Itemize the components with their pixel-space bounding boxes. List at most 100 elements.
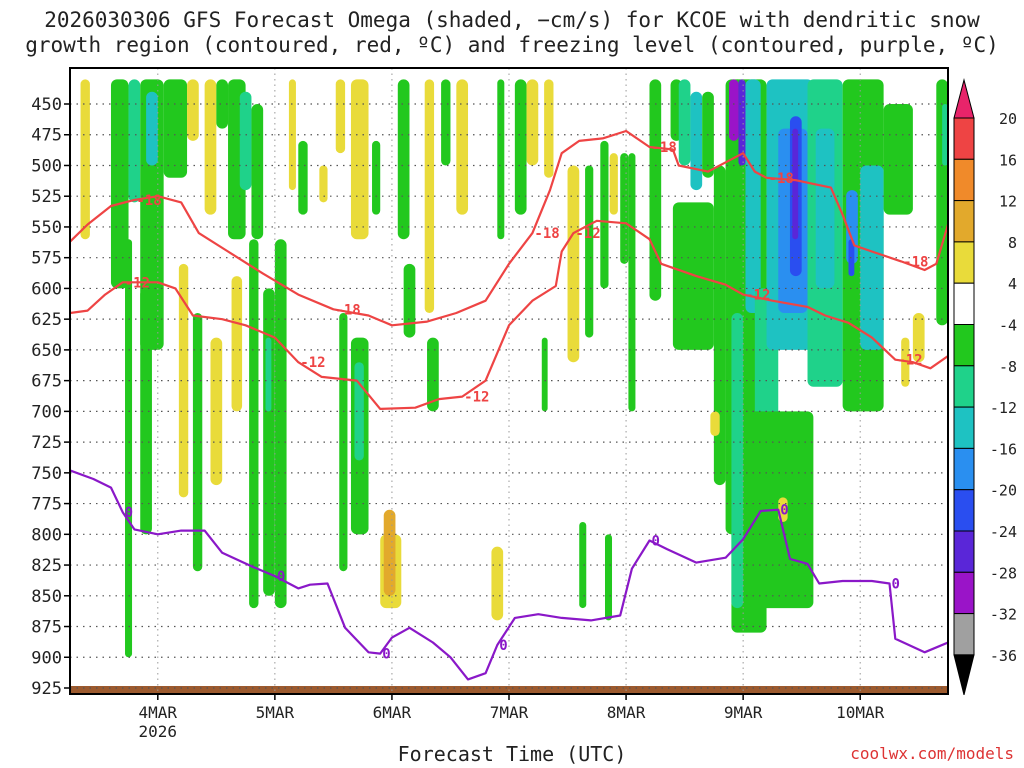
freezing-level-line (70, 469, 948, 681)
x-tick-label: 10MAR (836, 703, 885, 722)
colorbar-swatch (953, 158, 975, 202)
colorbar-label: 16 (999, 151, 1017, 169)
omega-patch-weak_up (178, 263, 189, 498)
omega-patch-weak_up (204, 79, 217, 215)
freezing-level-label: 0 (780, 503, 788, 519)
omega-patch-weak_up (350, 79, 369, 240)
y-tick-label: 575 (31, 249, 62, 269)
omega-patch-weak_down (604, 534, 613, 621)
x-tick-sublabel: 2026 (139, 722, 178, 741)
x-tick-label: 4MAR (139, 703, 178, 722)
colorbar-swatch (953, 530, 975, 573)
omega-patch-weak_down (125, 239, 133, 658)
omega-patch-mod_down (678, 79, 691, 166)
y-tick-label: 800 (31, 525, 62, 545)
omega-patch-weak_down (441, 79, 451, 166)
x-axis-label: Forecast Time (UTC) (397, 742, 627, 766)
isotherm-label: -12 (300, 355, 325, 371)
isotherm-label: -12 (745, 288, 770, 304)
isotherm-label: -12 (125, 275, 150, 291)
omega-patch-weak_up (710, 411, 720, 436)
omega-patch-weak_down (541, 337, 548, 412)
omega-patch-weak_down (620, 153, 629, 264)
colorbar-swatch (953, 324, 975, 367)
y-tick-label: 775 (31, 495, 62, 515)
omega-patch-weak_down (274, 239, 287, 609)
y-tick-label: 675 (31, 372, 62, 392)
omega-patch-weak_down (649, 79, 662, 301)
colorbar-swatch (953, 282, 975, 326)
omega-patch-weak_down (216, 79, 229, 129)
omega-patch-strong_down (146, 91, 158, 166)
y-tick-label: 700 (31, 402, 62, 422)
omega-patch-weak_up (544, 79, 554, 178)
omega-patch-weak_up (609, 153, 618, 215)
y-tick-label: 600 (31, 279, 62, 299)
colorbar-swatch (953, 447, 975, 491)
omega-patch-weak_up (424, 79, 435, 314)
freezing-level-label: 0 (382, 647, 390, 663)
freezing-level-label: 0 (499, 638, 507, 654)
isotherm-minus18-line (70, 129, 948, 327)
y-tick-label: 500 (31, 156, 62, 176)
colorbar-label: -12 (990, 399, 1017, 417)
omega-patch-mod_down (354, 362, 364, 461)
omega-patch-max_down (738, 79, 746, 166)
omega-patch-weak_down (600, 140, 609, 289)
omega-patch-peak_down (729, 79, 739, 141)
y-tick-label: 450 (31, 95, 62, 115)
colorbar-swatch (953, 406, 975, 449)
colorbar-label: -16 (990, 440, 1017, 458)
isotherm-label: -12 (464, 390, 489, 406)
omega-patch-strong_down (815, 128, 835, 289)
colorbar-label: 4 (1008, 275, 1017, 293)
isotherm-label: -18 (769, 171, 794, 187)
x-tick-label: 7MAR (490, 703, 529, 722)
chart-title-line-1: 2026030306 GFS Forecast Omega (shaded, −… (44, 8, 980, 32)
omega-patch-mod_down (239, 91, 252, 191)
y-tick-label: 825 (31, 556, 62, 576)
y-tick-label: 875 (31, 618, 62, 638)
omega-patch-weak_down (372, 140, 381, 215)
colorbar-top-arrow (953, 78, 975, 119)
y-tick-label: 850 (31, 587, 62, 607)
y-axis: 450 475 500 525 550 575 600 625 650 675 700 725 750 7… (31, 95, 70, 699)
colorbar-label: -24 (990, 523, 1017, 541)
omega-patch-mod_down (731, 313, 744, 609)
isotherm-label: -12 (897, 353, 922, 369)
y-tick-label: 650 (31, 341, 62, 361)
colorbar-swatch (953, 241, 975, 284)
y-tick-label: 725 (31, 433, 62, 453)
omega-patch-weak_up (456, 79, 469, 215)
omega-patch-weak_down (883, 104, 913, 215)
x-tick-label: 9MAR (724, 703, 763, 722)
x-tick-label: 6MAR (373, 703, 412, 722)
omega-patch-weak_up (567, 165, 580, 363)
omega-patch-max_down (792, 128, 799, 240)
isotherm-label: -12 (575, 226, 600, 242)
freezing-level-label: 0 (651, 533, 659, 549)
omega-patch-weak_up (491, 546, 504, 621)
x-tick-label: 5MAR (256, 703, 295, 722)
omega-patch-weak_down (251, 104, 264, 240)
colorbar-swatch (953, 571, 975, 615)
omega-patch-weak_down (713, 165, 726, 486)
isotherm-label: -18 (534, 226, 559, 242)
contour-lines: -18 -18 -18 -18 -18 -18 -12 -12 -12 -12 -12 -12 0 0 0 0… (70, 129, 948, 681)
colorbar-label: -28 (990, 564, 1017, 582)
omega-patch-weak_down (110, 79, 129, 289)
colorbar-swatch (953, 200, 975, 243)
y-tick-label: 550 (31, 218, 62, 238)
colorbar-label: 20 (999, 110, 1017, 128)
omega-patch-weak_down (427, 337, 439, 412)
y-tick-label: 750 (31, 464, 62, 484)
colorbar-label: -20 (990, 482, 1017, 500)
omega-patch-weak_up (210, 337, 223, 486)
omega-patch-strong_up (383, 509, 396, 596)
omega-patch-weak_up (335, 79, 346, 154)
freezing-level-label: 0 (125, 505, 133, 521)
omega-patch-mod_down (128, 79, 141, 203)
y-tick-label: 525 (31, 187, 62, 207)
omega-patch-weak_up (231, 276, 243, 412)
omega-patch-weak_down (249, 239, 259, 609)
